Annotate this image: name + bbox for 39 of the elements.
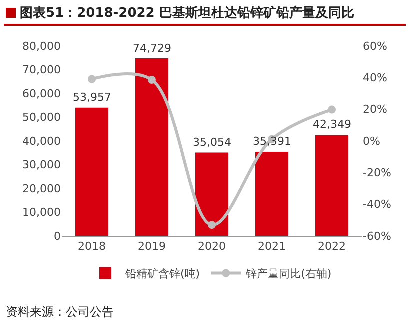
y-tick-label: 20,000: [22, 182, 61, 196]
x-tick-label: 2018: [78, 240, 106, 254]
x-tick-label: 2021: [258, 240, 286, 254]
x-tick-label: 2020: [198, 240, 226, 254]
data-label: 74,729: [133, 42, 172, 55]
x-tick-label: 2022: [318, 240, 346, 254]
point: [148, 76, 156, 84]
bar: [196, 152, 228, 236]
y-tick-label: 80,000: [22, 40, 61, 53]
text: 资料来源：公司公告: [6, 304, 114, 321]
point: [328, 106, 336, 114]
y-tick-label: 70,000: [22, 64, 61, 77]
data-label: 42,349: [313, 118, 352, 131]
data-label: 35,054: [193, 136, 232, 149]
y2-tick-label: 60%: [363, 40, 388, 53]
data-label: 35,391: [253, 135, 292, 148]
y2-tick-label: -60%: [363, 230, 392, 243]
chart-title: 图表51：2018-2022 巴基斯坦杜达铅锌矿铅产量及同比: [20, 4, 354, 22]
legend-label: 锌产量同比(右轴): [245, 268, 332, 281]
y2-tick-label: -20%: [363, 166, 392, 180]
y-tick-label: 40,000: [22, 134, 61, 148]
y2-tick-label: 20%: [363, 103, 388, 116]
y-tick-label: 60,000: [22, 87, 61, 100]
y2-tick-label: -40%: [363, 198, 392, 212]
legend-label: 铅精矿含锌(吨): [124, 268, 200, 281]
y2-tick-label: 40%: [363, 72, 388, 85]
data-label: 53,957: [73, 91, 112, 104]
point: [88, 75, 96, 84]
bar: [316, 135, 348, 236]
point: [208, 221, 216, 230]
y-tick-label: 10,000: [22, 206, 61, 220]
y-tick-label: 30,000: [22, 158, 61, 172]
y-tick-label: 0: [54, 230, 61, 243]
x-tick-label: 2019: [138, 240, 166, 254]
bar: [256, 152, 288, 236]
y-tick-label: 50,000: [22, 111, 61, 124]
bar: [76, 108, 108, 236]
bar: [136, 58, 168, 236]
y2-tick-label: 0%: [363, 134, 380, 148]
